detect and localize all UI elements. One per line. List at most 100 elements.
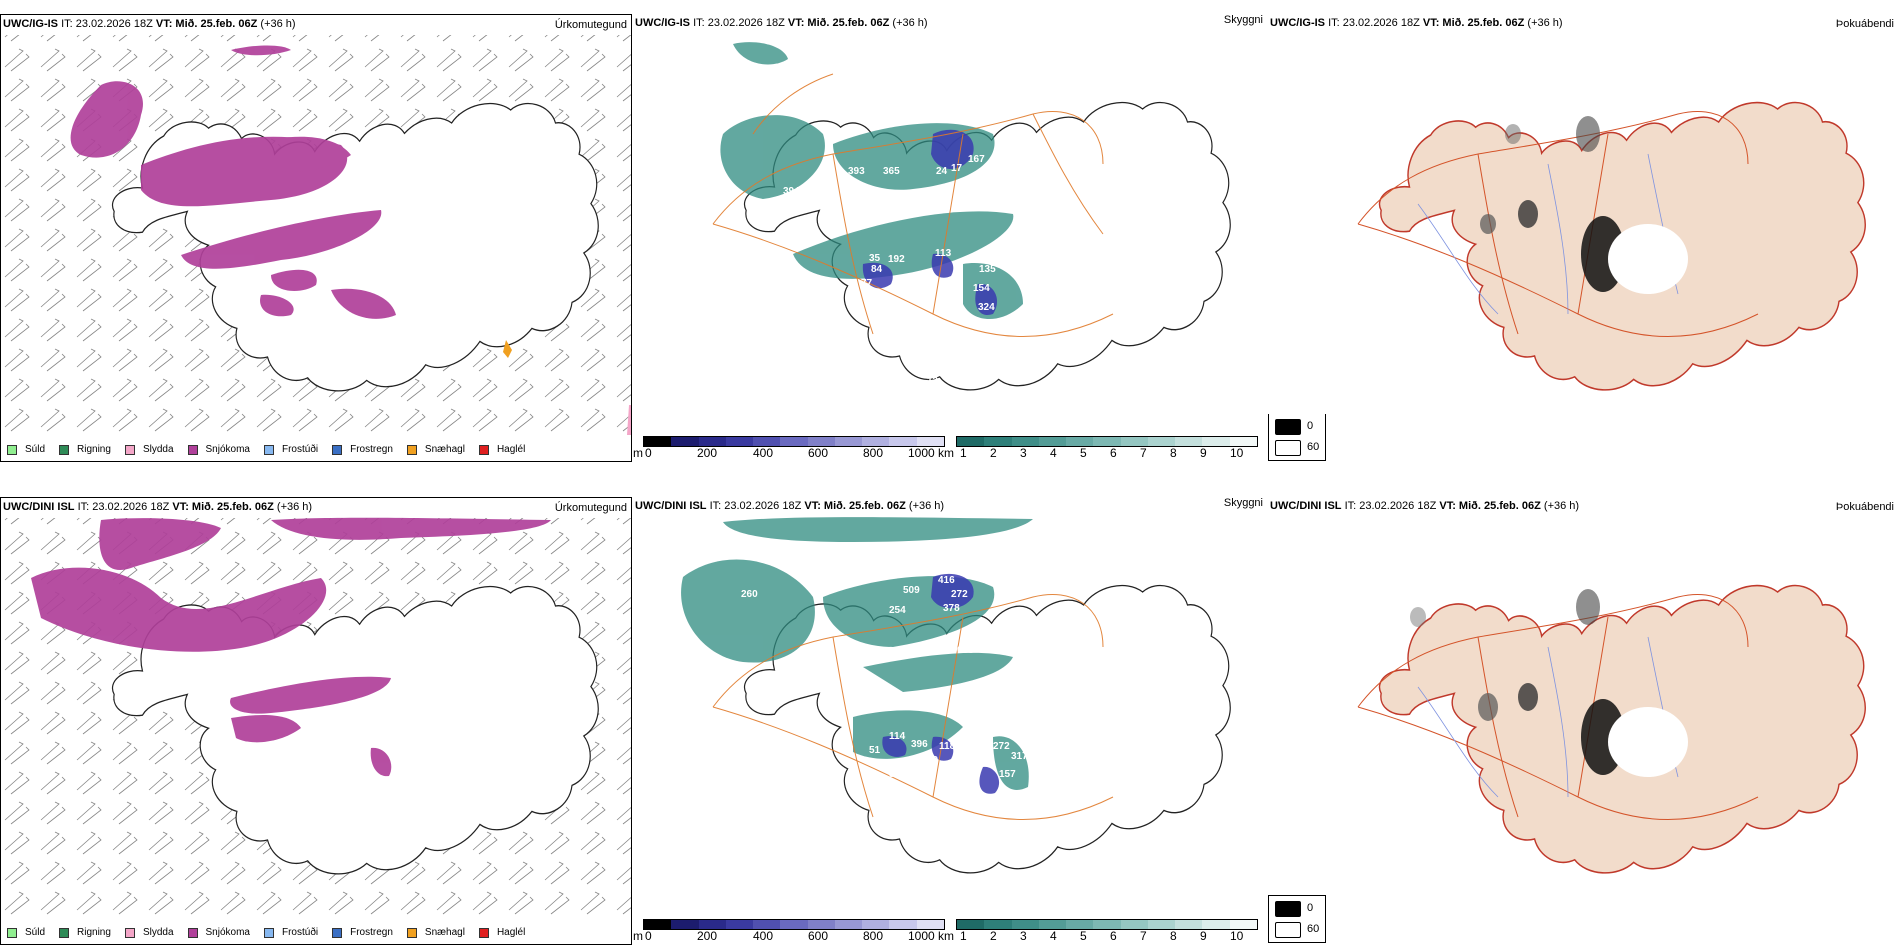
fog-map (1357, 584, 1867, 874)
roads (712, 73, 1114, 337)
precip-panel-row1: UWC/IG-IS IT: 23.02.2026 18Z VT: Mið. 25… (0, 14, 632, 462)
visibility-panel-row2: UWC/DINI ISL IT: 23.02.2026 18Z VT: Mið.… (633, 497, 1265, 945)
svg-text:54: 54 (889, 769, 901, 780)
fog-map (1357, 101, 1867, 391)
snow-areas (31, 517, 551, 777)
svg-text:12: 12 (927, 376, 939, 387)
svg-text:167: 167 (968, 154, 985, 165)
fog-panel-row2: UWC/DINI ISL IT: 23.02.2026 18Z VT: Mið.… (1268, 497, 1900, 892)
precip-map (1, 35, 631, 435)
svg-text:602: 602 (808, 178, 825, 189)
panel-header: UWC/DINI ISL IT: 23.02.2026 18Z VT: Mið.… (635, 500, 945, 512)
hail-area (503, 340, 512, 358)
svg-text:51: 51 (869, 745, 881, 756)
svg-text:157: 157 (999, 769, 1016, 780)
fog-areas (1410, 589, 1688, 777)
svg-text:24: 24 (936, 166, 948, 177)
panel-title: Þokuábendi (1835, 501, 1894, 513)
legend-swatch (406, 444, 417, 455)
svg-text:260: 260 (741, 589, 758, 600)
panel-header: UWC/IG-IS IT: 23.02.2026 18Z VT: Mið. 25… (635, 17, 928, 29)
fog-swatch-white (1275, 440, 1301, 456)
svg-text:272: 272 (951, 589, 968, 600)
visibility-panel-row1: UWC/IG-IS IT: 23.02.2026 18Z VT: Mið. 25… (633, 14, 1265, 462)
high-terrain-areas (862, 129, 998, 315)
fog-swatch-black (1275, 419, 1301, 435)
panel-title: Skyggni (1223, 497, 1263, 509)
fog-panel-row1: UWC/IG-IS IT: 23.02.2026 18Z VT: Mið. 25… (1268, 14, 1900, 414)
precip-map (1, 517, 631, 918)
visibility-labels: 198 260 509 416 254 272 378 653 114 396 … (741, 549, 1028, 780)
legend-item: Súld (7, 444, 45, 455)
fog-swatch-black (1275, 901, 1301, 917)
legend-swatch (124, 444, 135, 455)
visibility-map: 198 260 509 416 254 272 378 653 114 396 … (681, 517, 1231, 874)
legend-swatch (59, 927, 70, 938)
legend-item: Snæhagl (406, 927, 465, 938)
legend-item: Frostúði (263, 927, 318, 938)
svg-text:653: 653 (957, 645, 974, 656)
legend-item: Slydda (124, 927, 174, 938)
legend-item: Slydda (124, 444, 174, 455)
legend-swatch (187, 927, 198, 938)
visibility-labels: 394 602 393 365 24 167 17 22 35 84 192 7… (783, 154, 996, 387)
legend-swatch (332, 927, 343, 938)
legend-swatch (332, 444, 343, 455)
legend-item: Haglél (478, 444, 525, 455)
high-terrain-areas (882, 573, 1000, 794)
fog-areas (1480, 116, 1688, 294)
svg-text:378: 378 (943, 603, 960, 614)
svg-text:22: 22 (959, 178, 971, 189)
snow-areas (70, 45, 396, 319)
svg-text:416: 416 (938, 575, 955, 586)
fog-legend-row1: 0 60 (1268, 413, 1326, 461)
legend-item: Haglél (478, 927, 525, 938)
legend-swatch (263, 444, 274, 455)
svg-text:393: 393 (848, 166, 865, 177)
panel-title: Skyggni (1223, 14, 1263, 26)
precip-panel-row2: UWC/DINI ISL IT: 23.02.2026 18Z VT: Mið.… (0, 497, 632, 945)
svg-text:198: 198 (788, 549, 805, 560)
svg-text:17: 17 (951, 163, 963, 174)
svg-text:135: 135 (979, 264, 996, 275)
panel-header: UWC/DINI ISL IT: 23.02.2026 18Z VT: Mið.… (1270, 500, 1580, 512)
svg-text:272: 272 (993, 741, 1010, 752)
legend-swatch (7, 927, 17, 938)
svg-text:35: 35 (869, 253, 881, 264)
legend-item: Snjókoma (187, 444, 250, 455)
svg-text:77: 77 (861, 278, 873, 289)
panel-title: Úrkomutegund (554, 502, 627, 514)
svg-text:154: 154 (973, 283, 990, 294)
precip-legend: Súld Rigning Slydda Snjókoma Frostúði Fr… (7, 927, 539, 938)
svg-text:324: 324 (978, 302, 995, 313)
roads (1357, 110, 1759, 337)
svg-text:394: 394 (783, 186, 800, 197)
legend-swatch (263, 927, 274, 938)
svg-text:509: 509 (903, 585, 920, 596)
svg-text:254: 254 (889, 605, 906, 616)
legend-item: Snjókoma (187, 927, 250, 938)
svg-text:114: 114 (889, 731, 906, 742)
legend-swatch (478, 927, 489, 938)
legend-swatch (478, 444, 489, 455)
legend-item: Rigning (59, 444, 111, 455)
legend-item: Rigning (59, 927, 111, 938)
svg-text:29: 29 (927, 755, 939, 766)
legend-swatch (187, 444, 198, 455)
svg-text:12: 12 (925, 274, 937, 285)
visibility-map: 394 602 393 365 24 167 17 22 35 84 192 7… (712, 42, 1231, 391)
svg-text:192: 192 (888, 254, 905, 265)
panel-title: Úrkomutegund (554, 19, 627, 31)
legend-swatch (7, 444, 17, 455)
panel-header: UWC/IG-IS IT: 23.02.2026 18Z VT: Mið. 25… (1270, 17, 1563, 29)
svg-text:317: 317 (1011, 751, 1028, 762)
legend-item: Snæhagl (406, 444, 465, 455)
panel-header: UWC/DINI ISL IT: 23.02.2026 18Z VT: Mið.… (3, 501, 313, 513)
legend-swatch (124, 927, 135, 938)
legend-item: Súld (7, 927, 45, 938)
legend-item: Frostregn (332, 444, 393, 455)
roads (712, 593, 1114, 820)
legend-item: Frostregn (332, 927, 393, 938)
svg-text:118: 118 (939, 741, 956, 752)
panel-title: Þokuábendi (1835, 18, 1894, 30)
